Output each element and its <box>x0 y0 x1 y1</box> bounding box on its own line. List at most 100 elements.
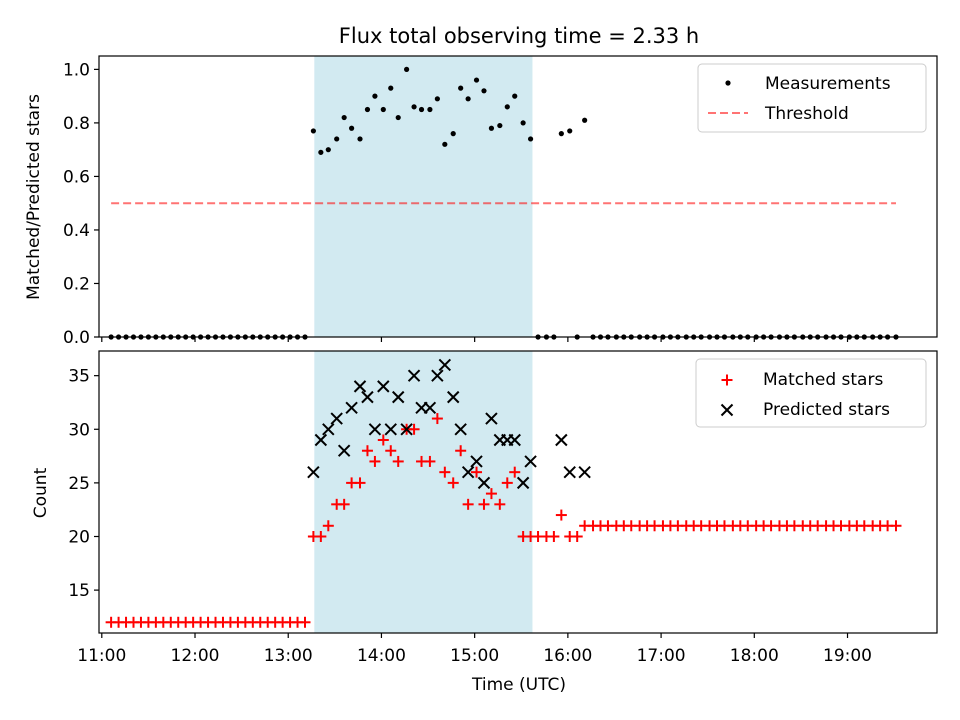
x-tick-label: 11:00 <box>77 646 126 666</box>
matched-star-point <box>377 434 389 446</box>
predicted-star-point <box>447 390 460 404</box>
measurement-point <box>527 136 534 142</box>
top-axes-frame <box>98 55 938 338</box>
legend-predicted-marker <box>720 403 734 417</box>
matched-star-point <box>478 498 490 510</box>
matched-star-point <box>501 477 513 489</box>
bottom-legend-box <box>695 358 927 428</box>
measurement-point <box>473 77 480 83</box>
matched-star-point <box>299 616 311 628</box>
top-panel: 0.0 0.2 0.4 0.6 0.8 1.0 Matched/Predicted sta… <box>24 55 938 348</box>
legend-matched-marker <box>721 374 733 386</box>
matched-star-point <box>361 445 373 457</box>
measurement-point <box>504 104 510 110</box>
measurement-point <box>450 131 456 137</box>
predicted-star-point <box>314 433 328 447</box>
matched-star-point <box>408 423 420 435</box>
measurement-point <box>380 106 386 113</box>
measurement-point <box>357 136 363 142</box>
measurement-point <box>372 93 378 99</box>
top-axis-ticks: 0.0 0.2 0.4 0.6 0.8 1.0 <box>63 60 849 348</box>
measurement-point <box>325 147 331 153</box>
x-axis-label: Time (UTC) <box>471 675 566 695</box>
predicted-star-point <box>361 390 374 404</box>
top-ytick-label: 0.4 <box>63 221 90 241</box>
predicted-star-point <box>438 358 452 372</box>
measurement-point <box>395 114 401 121</box>
predicted-star-point <box>516 476 530 490</box>
legend-measurements-marker <box>725 80 731 86</box>
measurement-point <box>512 93 518 99</box>
measurement-point <box>497 122 503 129</box>
predicted-star-point <box>524 455 537 468</box>
top-ytick-label: 0.6 <box>63 167 90 187</box>
predicted-star-point <box>307 465 320 479</box>
measurement-point <box>334 136 340 142</box>
predicted-star-point <box>345 401 358 415</box>
top-legend-box <box>697 63 927 133</box>
matched-star-point <box>555 509 567 521</box>
legend-measurements-label: Measurements <box>765 74 891 94</box>
measurement-point <box>404 66 410 72</box>
top-legend: Measurements Threshold <box>697 63 927 133</box>
predicted-star-point <box>400 423 413 436</box>
measurement-point <box>427 106 433 113</box>
matched-star-point <box>354 477 366 489</box>
matched-star-point <box>471 466 483 478</box>
measurement-point <box>318 149 324 155</box>
matched-stars-points <box>105 413 902 628</box>
measurement-point <box>411 104 417 110</box>
chart-title: Flux total observing time = 2.33 h <box>339 24 699 48</box>
predicted-star-point <box>508 433 521 447</box>
matched-star-point <box>369 455 381 467</box>
bottom-ytick-label: 15 <box>68 581 90 601</box>
x-tick-label: 19:00 <box>823 646 872 666</box>
matched-star-point <box>447 477 459 489</box>
x-tick-label: 13:00 <box>264 646 313 666</box>
legend-predicted-glyph <box>720 403 734 417</box>
matched-star-point <box>385 445 397 457</box>
legend-predicted-label: Predicted stars <box>763 400 890 420</box>
predicted-star-point <box>477 476 491 490</box>
bottom-panel: 15 20 25 30 35 11:00 12:00 13:00 14:00 15:00 16:00… <box>31 350 938 695</box>
measurement-point <box>488 125 495 131</box>
matched-star-point <box>392 455 404 467</box>
matched-star-point <box>548 530 560 542</box>
bottom-axes-frame <box>98 350 938 634</box>
matched-star-point <box>322 520 334 532</box>
top-ytick-label: 1.0 <box>63 60 90 80</box>
matched-star-point <box>439 466 451 478</box>
predicted-star-point <box>337 444 351 457</box>
measurement-points <box>108 66 899 340</box>
predicted-star-point <box>384 423 397 436</box>
bottom-ytick-label: 30 <box>68 420 90 440</box>
x-tick-label: 15:00 <box>450 646 499 666</box>
predicted-star-point <box>431 369 444 382</box>
measurement-point <box>458 85 464 91</box>
matched-star-point <box>424 455 436 467</box>
x-tick-label: 18:00 <box>730 646 779 666</box>
matched-star-point <box>431 413 443 425</box>
top-ytick-label: 0.8 <box>63 114 90 134</box>
predicted-star-point <box>461 465 475 479</box>
top-ylabel: Matched/Predicted stars <box>24 94 44 300</box>
predicted-star-point <box>368 423 382 436</box>
bottom-shaded-region <box>314 351 533 633</box>
matched-star-point <box>509 466 521 478</box>
measurement-point <box>388 85 394 91</box>
predicted-star-point <box>454 423 467 436</box>
legend-matched-label: Matched stars <box>763 370 883 390</box>
bottom-ytick-label: 35 <box>68 367 90 387</box>
x-tick-label: 16:00 <box>543 646 592 666</box>
predicted-star-point <box>423 401 437 415</box>
predicted-star-point <box>377 380 390 393</box>
bottom-ytick-label: 20 <box>68 527 90 547</box>
predicted-star-point <box>470 455 483 468</box>
predicted-star-point <box>392 390 405 404</box>
predicted-star-point <box>322 423 335 436</box>
matched-star-point <box>485 488 497 500</box>
measurement-point <box>364 106 371 113</box>
matched-star-point <box>315 530 327 542</box>
bottom-legend: Matched stars Predicted stars <box>695 358 927 428</box>
